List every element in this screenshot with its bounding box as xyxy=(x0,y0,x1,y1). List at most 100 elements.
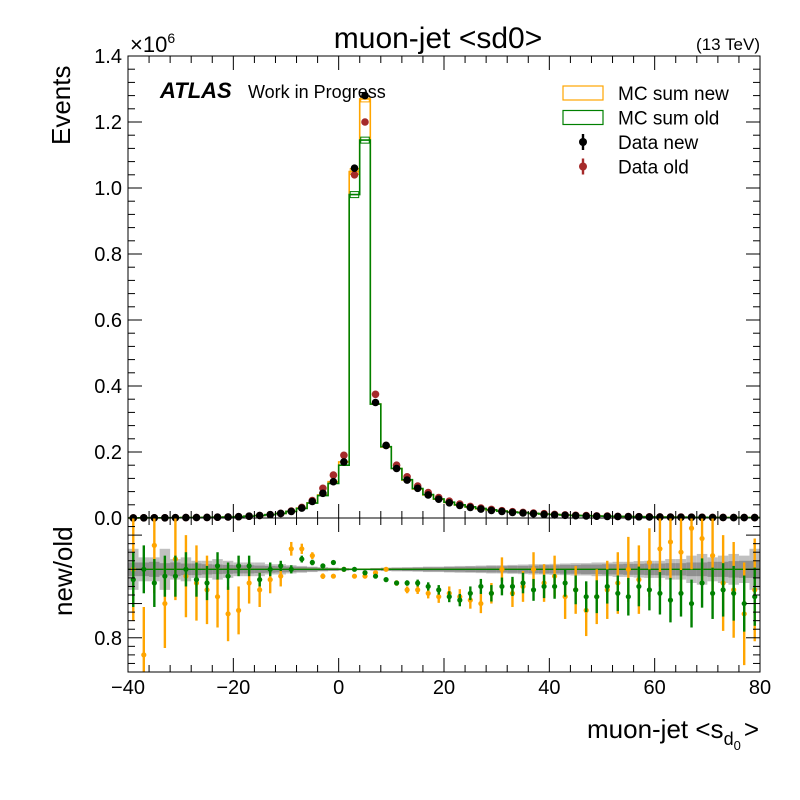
data-point-data-new xyxy=(255,511,264,520)
y-axis-label: Events xyxy=(46,66,76,146)
ratio-point-data-new xyxy=(330,573,336,579)
data-point-data-new xyxy=(434,495,443,504)
main-data-points xyxy=(129,91,759,522)
ratio-point-data-new xyxy=(415,587,421,593)
ratio-point-data-new xyxy=(404,587,410,593)
ratio-point-data-new xyxy=(309,553,315,559)
ratio-point-data-old xyxy=(425,583,431,590)
ratio-point-data-old xyxy=(214,563,221,569)
ratio-point-data-old xyxy=(699,580,705,586)
ratio-point-data-new xyxy=(657,546,663,552)
data-point-data-new xyxy=(635,513,643,521)
y-tick-label: 0.6 xyxy=(94,310,122,332)
y-tick-label: 1.4 xyxy=(94,46,122,68)
legend-label: MC sum new xyxy=(618,84,729,105)
ratio-point-data-old xyxy=(657,590,663,596)
data-point-data-new xyxy=(213,513,222,521)
ratio-point-data-old xyxy=(731,590,737,596)
ratio-point-data-new xyxy=(320,573,326,579)
ratio-point-data-new xyxy=(467,597,473,603)
data-point-data-new xyxy=(529,509,538,518)
ratio-point-data-old xyxy=(552,583,558,590)
data-point-data-new xyxy=(477,505,485,513)
data-point-data-new xyxy=(382,441,390,450)
legend-marker-data-new xyxy=(579,138,587,146)
data-point-data-new xyxy=(603,512,612,521)
data-point-data-old xyxy=(340,451,348,460)
data-point-data-new xyxy=(498,507,506,516)
y-multiplier-exponent: 6 xyxy=(167,30,175,46)
ratio-point-data-old xyxy=(299,556,305,562)
data-point-data-new xyxy=(487,506,496,515)
x-tick-label: 40 xyxy=(538,677,560,699)
ratio-point-data-old xyxy=(236,563,242,569)
legend-label: MC sum old xyxy=(618,109,719,130)
ratio-point-data-old xyxy=(741,600,747,607)
data-point-data-old xyxy=(350,171,359,179)
data-point-data-new xyxy=(677,513,685,522)
data-point-data-new xyxy=(614,512,622,521)
ratio-point-data-old xyxy=(257,577,263,583)
ratio-point-data-new xyxy=(562,594,568,600)
data-point-data-new xyxy=(561,511,569,520)
ratio-point-data-old xyxy=(383,577,389,583)
data-point-data-new xyxy=(340,458,348,466)
ratio-point-data-old xyxy=(583,594,589,600)
ratio-point-data-old xyxy=(362,570,368,576)
ratio-point-data-old xyxy=(151,580,157,586)
ratio-point-data-new xyxy=(162,600,168,607)
ratio-point-data-old xyxy=(446,594,452,600)
y-tick-label: 0.8 xyxy=(94,244,122,266)
data-point-data-new xyxy=(550,511,559,519)
ratio-point-data-new xyxy=(678,549,684,555)
data-point-data-new xyxy=(308,497,317,506)
ratio-point-data-new xyxy=(351,573,358,579)
ratio-point-data-old xyxy=(520,580,526,586)
ratio-point-data-new xyxy=(236,607,242,614)
ratio-data-points xyxy=(130,518,758,672)
data-point-data-new xyxy=(276,509,285,518)
ratio-point-data-new xyxy=(425,590,431,596)
data-point-data-new xyxy=(466,503,475,512)
ratio-point-data-old xyxy=(330,559,336,566)
histogram-error-box xyxy=(360,136,370,144)
ratio-y-axis-label: new/old xyxy=(48,526,78,616)
ratio-point-data-old xyxy=(604,583,610,590)
legend-swatch-mc-sum-new xyxy=(562,85,604,101)
energy-label: (13 TeV) xyxy=(696,35,760,54)
ratio-point-data-old xyxy=(720,587,726,593)
x-tick-label: 0 xyxy=(333,677,344,699)
ratio-point-data-old xyxy=(415,580,421,586)
legend-marker-data-old xyxy=(579,162,587,171)
y-tick-label: 0.2 xyxy=(94,442,122,464)
x-axis-label-tail: > xyxy=(744,714,759,744)
ratio-point-data-old xyxy=(394,580,400,586)
data-point-data-new xyxy=(445,499,454,507)
ratio-point-data-old xyxy=(320,563,326,569)
ratio-point-data-new xyxy=(436,594,442,600)
ratio-point-data-old xyxy=(636,583,642,590)
ratio-point-data-new xyxy=(278,573,284,579)
ratio-point-data-old xyxy=(678,590,684,596)
ratio-point-data-old xyxy=(562,580,568,586)
ratio-point-data-new xyxy=(688,525,695,531)
ratio-point-data-old xyxy=(541,583,547,590)
ratio-point-data-old xyxy=(594,594,600,600)
data-point-data-new xyxy=(371,398,380,407)
ratio-point-data-new xyxy=(267,577,273,583)
data-point-data-new xyxy=(424,491,433,499)
data-point-data-new xyxy=(508,508,517,517)
ratio-point-data-new xyxy=(141,652,147,658)
ratio-point-data-old xyxy=(615,590,621,596)
ratio-point-data-new xyxy=(530,566,537,572)
ratio-point-data-old xyxy=(246,563,252,569)
ratio-point-data-new xyxy=(214,594,221,600)
ratio-point-data-new xyxy=(383,566,389,572)
histogram-error-box xyxy=(349,191,360,199)
data-point-data-new xyxy=(392,464,401,473)
data-point-data-new xyxy=(656,513,664,521)
x-axis-label-sub-0: 0 xyxy=(734,738,741,753)
ratio-point-data-old xyxy=(457,597,463,603)
ratio-point-data-old xyxy=(688,600,695,607)
x-tick-label: −20 xyxy=(216,677,250,699)
